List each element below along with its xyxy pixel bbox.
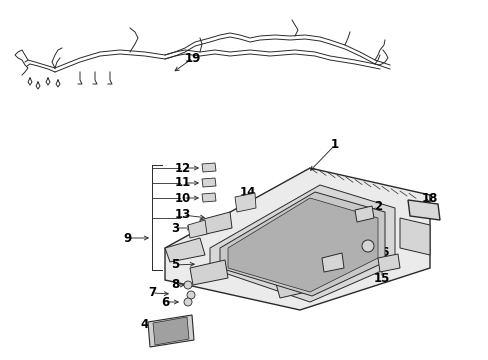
Text: 9: 9 — [123, 231, 132, 244]
Text: 13: 13 — [175, 208, 191, 221]
Polygon shape — [407, 200, 439, 220]
Polygon shape — [187, 220, 206, 238]
Circle shape — [183, 281, 192, 289]
Text: 17: 17 — [329, 271, 346, 284]
Circle shape — [186, 291, 195, 299]
Polygon shape — [148, 315, 194, 347]
Text: 1: 1 — [330, 139, 338, 152]
Text: 12: 12 — [175, 162, 191, 175]
Polygon shape — [164, 168, 429, 310]
Polygon shape — [153, 317, 189, 345]
Circle shape — [183, 298, 192, 306]
Text: 4: 4 — [141, 319, 149, 332]
Polygon shape — [399, 218, 429, 255]
Text: 15: 15 — [373, 271, 389, 284]
Polygon shape — [321, 253, 343, 272]
Text: 2: 2 — [373, 201, 381, 213]
Text: 7: 7 — [148, 287, 156, 300]
Polygon shape — [200, 212, 231, 235]
Polygon shape — [190, 260, 227, 285]
Polygon shape — [377, 254, 399, 272]
Text: 16: 16 — [373, 246, 389, 258]
Text: 19: 19 — [184, 51, 201, 64]
Polygon shape — [274, 272, 314, 298]
Text: 11: 11 — [175, 176, 191, 189]
Text: 14: 14 — [239, 185, 256, 198]
Polygon shape — [235, 193, 256, 212]
Polygon shape — [202, 193, 216, 202]
Polygon shape — [202, 178, 216, 187]
Text: 3: 3 — [171, 221, 179, 234]
Text: 5: 5 — [170, 258, 179, 271]
Polygon shape — [354, 206, 373, 222]
Polygon shape — [164, 238, 204, 262]
Text: 6: 6 — [161, 296, 169, 309]
Polygon shape — [220, 192, 384, 296]
Polygon shape — [202, 163, 216, 172]
Polygon shape — [209, 185, 394, 302]
Circle shape — [361, 240, 373, 252]
Polygon shape — [227, 198, 377, 292]
Text: 18: 18 — [421, 192, 437, 204]
Text: 8: 8 — [170, 279, 179, 292]
Text: 10: 10 — [175, 192, 191, 204]
